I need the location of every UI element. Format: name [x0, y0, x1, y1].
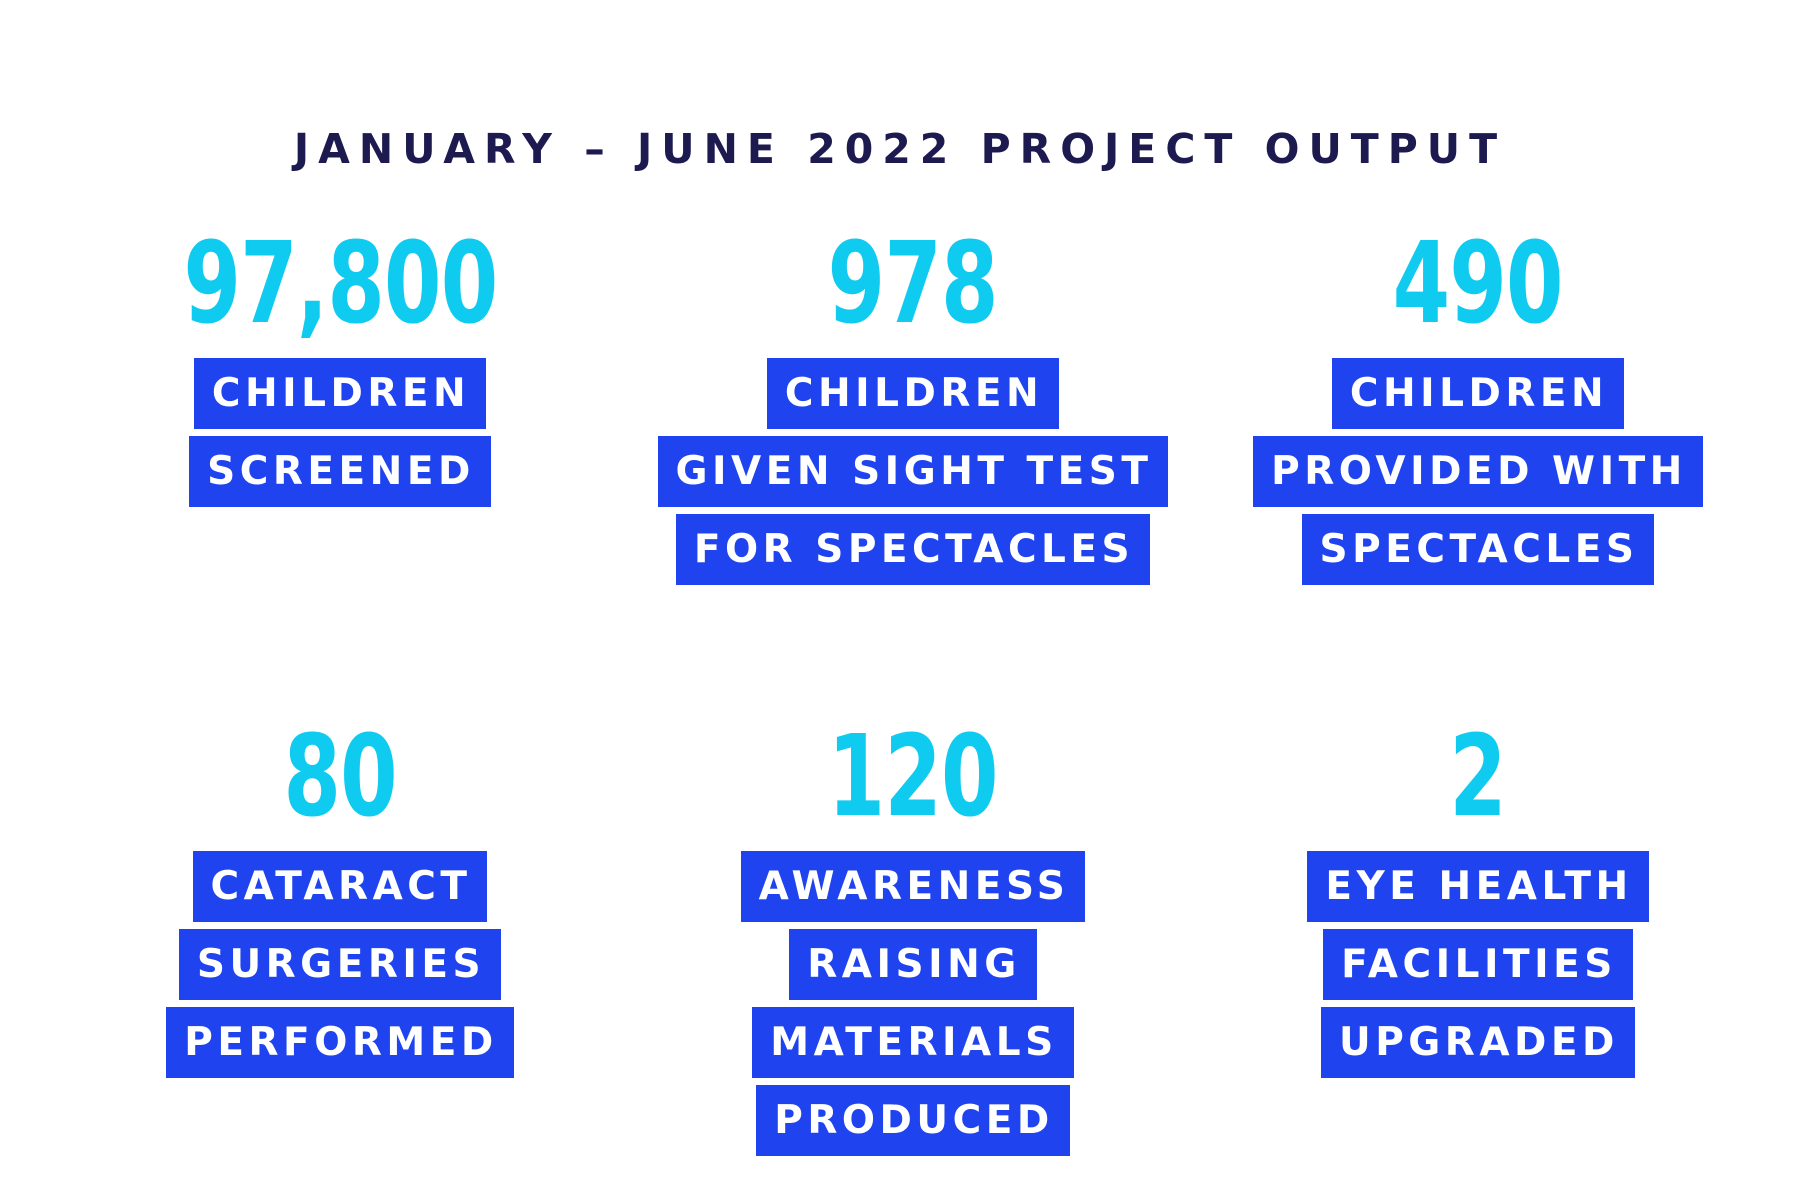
stat-label-line: SURGERIES: [178, 929, 502, 1000]
stat-value: 490: [1392, 219, 1564, 349]
stat-value: 120: [827, 712, 999, 842]
stat-label: EYE HEALTH FACILITIES UPGRADED: [1307, 851, 1649, 1085]
stat-label: CATARACT SURGERIES PERFORMED: [166, 851, 514, 1085]
stat-value: 80: [283, 712, 397, 842]
stat-label-line: CHILDREN: [193, 358, 487, 429]
stat-label-line: PRODUCED: [756, 1085, 1070, 1156]
stat-value: 2: [1449, 712, 1507, 842]
stat-label-line: CATARACT: [192, 851, 488, 922]
stat-label-line: FOR SPECTACLES: [675, 514, 1151, 585]
stat-label-line: GIVEN SIGHT TEST: [657, 436, 1169, 507]
stat-label: CHILDREN GIVEN SIGHT TEST FOR SPECTACLES: [657, 358, 1169, 592]
stat-label-line: UPGRADED: [1321, 1007, 1635, 1078]
page-title: JANUARY – JUNE 2022 PROJECT OUTPUT: [293, 125, 1507, 173]
stat-value: 978: [827, 219, 999, 349]
stat-cataract-surgeries: 80 CATARACT SURGERIES PERFORMED: [60, 717, 620, 1085]
stat-label-line: MATERIALS: [752, 1007, 1074, 1078]
stat-value: 97,800: [183, 219, 498, 349]
stat-label-line: CHILDREN: [766, 358, 1060, 429]
stat-label-line: EYE HEALTH: [1307, 851, 1649, 922]
stat-label-line: FACILITIES: [1323, 929, 1633, 1000]
stat-label: CHILDREN SCREENED: [189, 358, 491, 514]
stat-label-line: RAISING: [789, 929, 1037, 1000]
stat-children-given-spectacles: 490 CHILDREN PROVIDED WITH SPECTACLES: [1198, 224, 1758, 592]
stat-label-line: PERFORMED: [166, 1007, 514, 1078]
stat-label-line: SCREENED: [189, 436, 491, 507]
stat-label-line: PROVIDED WITH: [1253, 436, 1703, 507]
stat-label: AWARENESS RAISING MATERIALS PRODUCED: [740, 851, 1086, 1163]
stat-awareness-materials: 120 AWARENESS RAISING MATERIALS PRODUCED: [633, 717, 1193, 1163]
stat-label: CHILDREN PROVIDED WITH SPECTACLES: [1253, 358, 1703, 592]
stat-label-line: CHILDREN: [1331, 358, 1625, 429]
stat-children-screened: 97,800 CHILDREN SCREENED: [60, 224, 620, 514]
stat-label-line: AWARENESS: [740, 851, 1086, 922]
stat-children-sight-tested: 978 CHILDREN GIVEN SIGHT TEST FOR SPECTA…: [633, 224, 1193, 592]
stat-label-line: SPECTACLES: [1301, 514, 1655, 585]
stat-facilities-upgraded: 2 EYE HEALTH FACILITIES UPGRADED: [1198, 717, 1758, 1085]
